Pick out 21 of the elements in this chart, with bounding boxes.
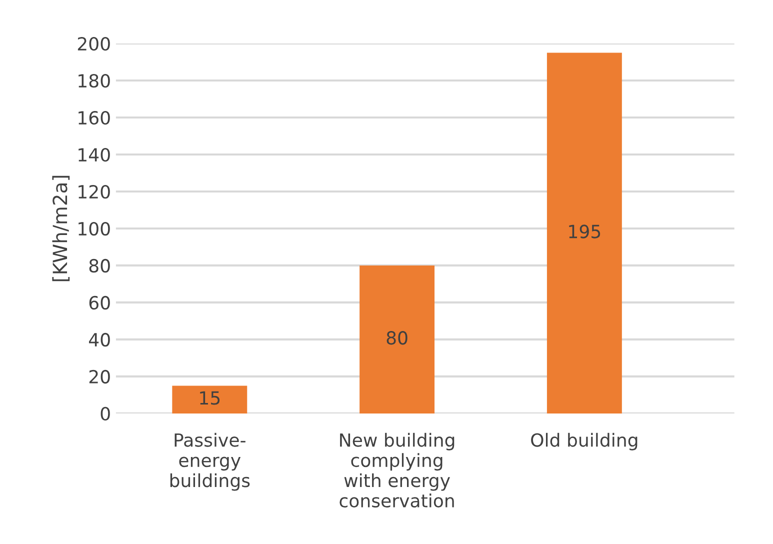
bar: [546, 52, 622, 414]
y-tick-label: 80: [89, 258, 110, 273]
y-tick-label: 180: [78, 74, 110, 88]
y-tick-label: 60: [89, 296, 110, 310]
x-tick-label: New building complying with energy conservation: [340, 432, 454, 508]
data-label: 15: [200, 391, 220, 405]
y-axis-title: [KWh/m2a]: [52, 176, 70, 282]
y-tick-label: 0: [100, 406, 110, 421]
y-tick-label: 20: [89, 370, 110, 384]
y-tick-label: 160: [78, 110, 110, 125]
bar: [172, 386, 248, 414]
data-label: 195: [569, 224, 600, 238]
y-tick-label: 140: [78, 148, 110, 162]
bar: [360, 265, 435, 414]
data-label: 80: [386, 331, 408, 345]
x-tick-label: Passive- energy buildings: [170, 432, 250, 491]
y-tick-label: 200: [78, 36, 110, 51]
x-tick-label: Old building: [531, 432, 638, 450]
y-tick-label: 120: [78, 184, 110, 199]
y-tick-label: 40: [88, 332, 110, 347]
y-tick-label: 100: [78, 222, 110, 236]
